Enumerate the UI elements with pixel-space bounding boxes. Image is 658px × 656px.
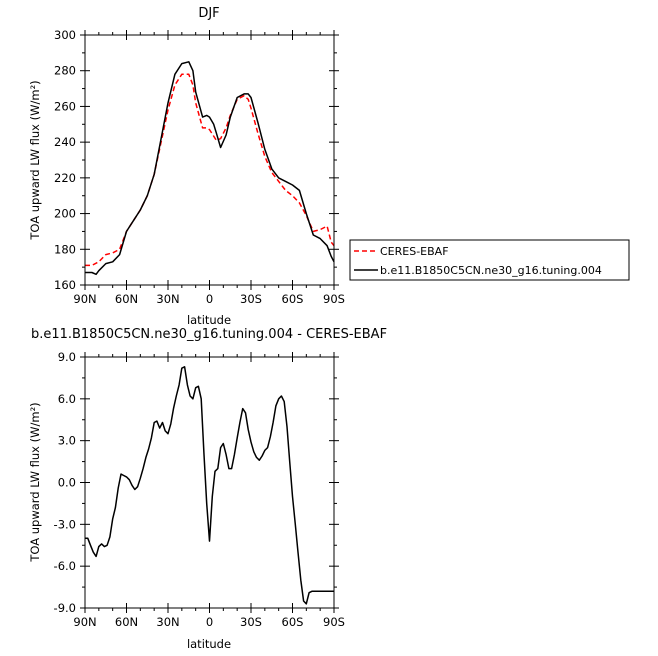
top-y-tick-label: 300 xyxy=(54,28,76,42)
bottom-x-tick-label: 60S xyxy=(282,615,304,629)
bottom-panel-title: b.e11.B1850C5CN.ne30_g16.tuning.004 - CE… xyxy=(31,327,387,342)
bottom-y-tick-label: 6.0 xyxy=(58,392,76,406)
top-x-tick-label: 0 xyxy=(206,292,213,306)
top-x-tick-label: 30S xyxy=(240,292,262,306)
top-y-tick-label: 200 xyxy=(54,207,76,221)
bottom-x-tick-label: 90N xyxy=(73,615,96,629)
bottom-x-axis-label: latitude xyxy=(187,637,231,651)
bottom-series-line-0 xyxy=(85,366,334,605)
top-x-tick-label: 30N xyxy=(156,292,179,306)
top-x-axis-label: latitude xyxy=(187,313,231,327)
top-x-tick-label: 60N xyxy=(115,292,138,306)
legend-label-ceres: CERES-EBAF xyxy=(380,245,449,258)
top-series-line-0 xyxy=(85,73,335,267)
bottom-x-tick-label: 30N xyxy=(156,615,179,629)
bottom-y-tick-label: 0.0 xyxy=(58,476,76,490)
top-y-tick-label: 160 xyxy=(54,278,76,292)
legend: CERES-EBAF b.e11.B1850C5CN.ne30_g16.tuni… xyxy=(349,239,630,281)
top-y-tick-label: 260 xyxy=(54,99,76,113)
bottom-y-tick-label: 9.0 xyxy=(58,350,76,364)
top-x-tick-label: 60S xyxy=(282,292,304,306)
legend-label-model: b.e11.B1850C5CN.ne30_g16.tuning.004 xyxy=(380,264,602,277)
top-x-tick-label: 90S xyxy=(323,292,345,306)
top-y-tick-label: 280 xyxy=(54,64,76,78)
bottom-y-tick-label: -3.0 xyxy=(54,517,76,531)
top-y-tick-label: 220 xyxy=(54,171,76,185)
bottom-x-tick-label: 0 xyxy=(206,615,213,629)
top-panel-title: DJF xyxy=(198,6,219,21)
bottom-y-axis-label: TOA upward LW flux (W/m²) xyxy=(28,402,42,562)
bottom-x-tick-label: 30S xyxy=(240,615,262,629)
legend-box xyxy=(349,239,630,281)
top-y-tick-label: 180 xyxy=(54,242,76,256)
bottom-plot-frame xyxy=(84,356,335,609)
bottom-x-tick-label: 90S xyxy=(323,615,345,629)
top-series-line-1 xyxy=(85,61,335,276)
bottom-x-tick-label: 60N xyxy=(115,615,138,629)
top-y-tick-label: 240 xyxy=(54,135,76,149)
top-x-tick-label: 90N xyxy=(73,292,96,306)
bottom-y-tick-label: 3.0 xyxy=(58,434,76,448)
bottom-y-tick-label: -9.0 xyxy=(54,601,76,615)
bottom-y-tick-label: -6.0 xyxy=(54,559,76,573)
top-y-axis-label: TOA upward LW flux (W/m²) xyxy=(28,80,42,240)
